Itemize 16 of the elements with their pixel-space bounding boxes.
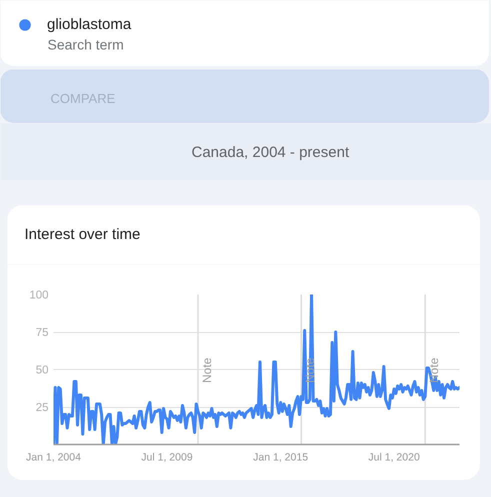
legend-label: glioblastoma xyxy=(47,16,132,33)
chart-title: Interest over time xyxy=(24,226,140,243)
ref-line-label: Note xyxy=(200,357,214,383)
y-tick-label: 25 xyxy=(36,402,49,414)
y-tick-label: 100 xyxy=(29,290,48,302)
x-tick-label: Jan 1, 2004 xyxy=(26,452,82,464)
x-tick-label: Jan 1, 2015 xyxy=(253,452,308,464)
line-series xyxy=(54,294,460,444)
y-tick-label: 75 xyxy=(36,327,49,339)
text: Search term xyxy=(48,36,124,52)
ref-line-label: Note xyxy=(303,357,318,383)
ref-line-label: Note xyxy=(427,357,442,383)
chart-subtitle: Canada, 2004 - present xyxy=(192,144,350,161)
y-tick-label: 50 xyxy=(36,364,49,376)
x-tick-label: Jul 1, 2009 xyxy=(141,452,193,464)
x-tick-label: Jul 1, 2020 xyxy=(368,452,420,464)
